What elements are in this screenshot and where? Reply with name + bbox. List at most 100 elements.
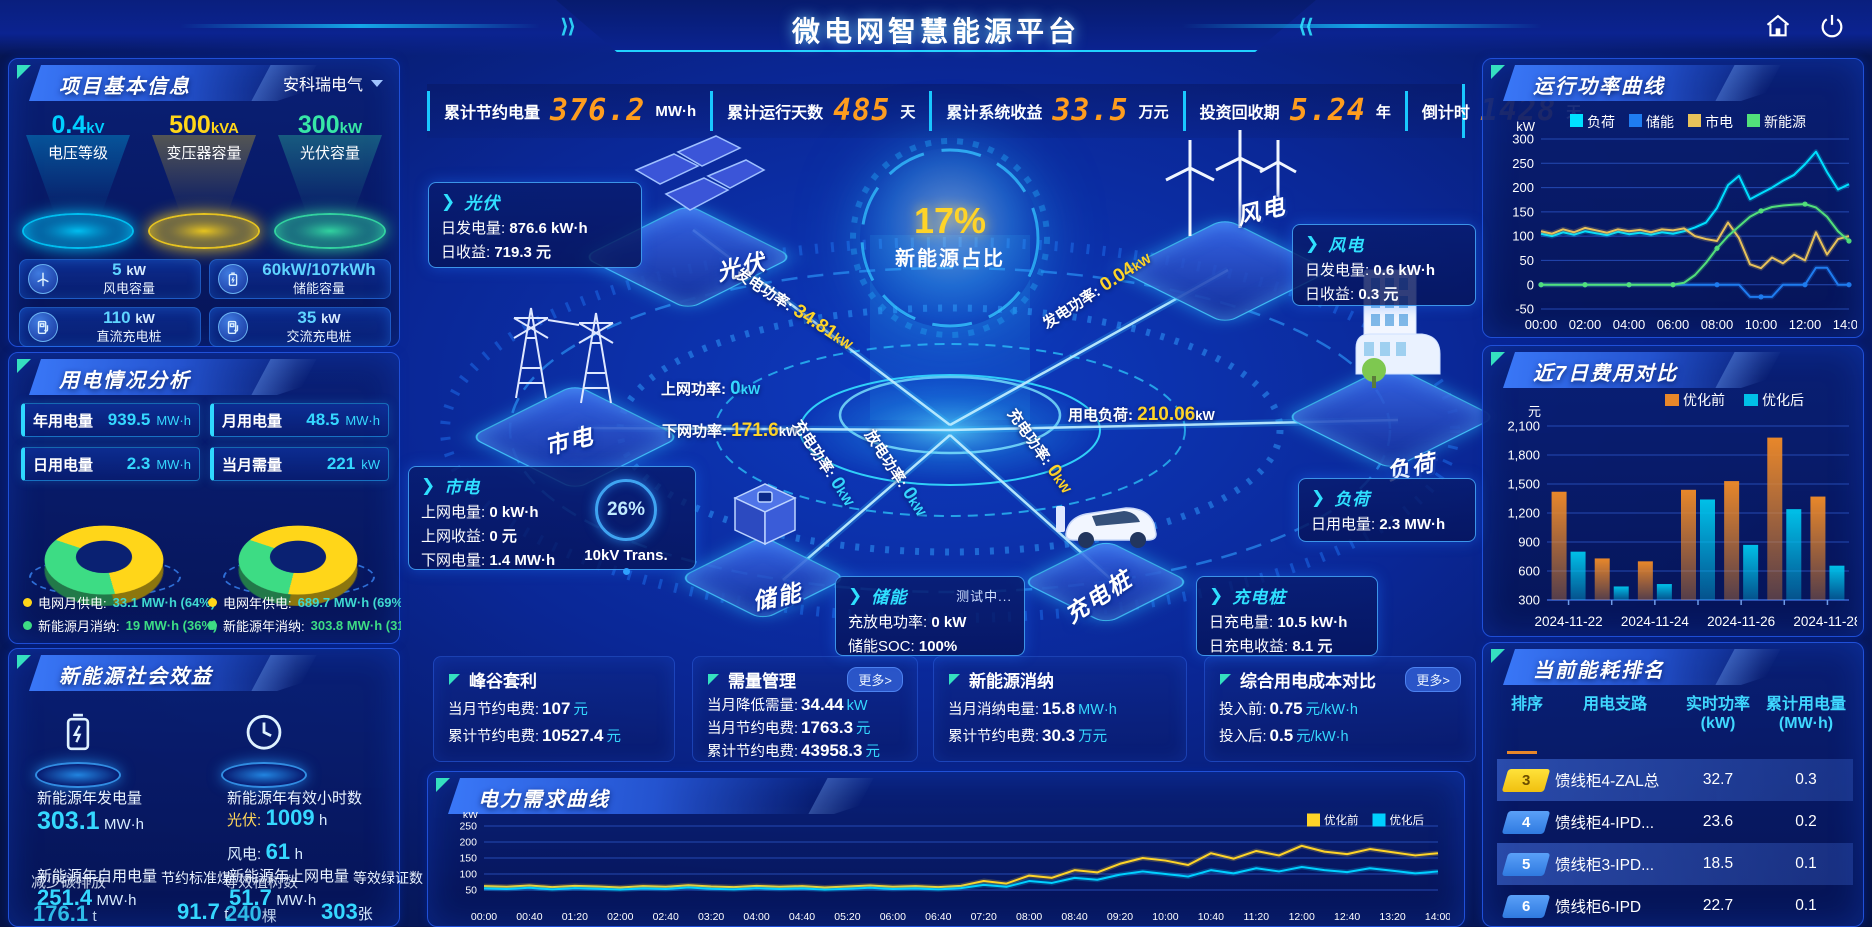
svg-text:50: 50 — [1520, 253, 1534, 268]
svg-text:10:00: 10:00 — [1152, 911, 1178, 923]
rank-badge: 6 — [1501, 894, 1551, 918]
svg-text:负荷: 负荷 — [1587, 114, 1615, 130]
chevrons-right-icon: ⟨⟨ — [1297, 16, 1314, 38]
svg-text:07:20: 07:20 — [971, 911, 997, 923]
svg-text:2024-11-28: 2024-11-28 — [1793, 614, 1857, 629]
more-button[interactable]: 更多> — [1405, 667, 1461, 692]
scroll-indicator — [1507, 751, 1537, 754]
panel-corner-icon — [17, 655, 31, 669]
clock-icon — [246, 714, 282, 750]
svg-text:06:00: 06:00 — [880, 911, 906, 923]
legend-item: 电网月供电: 33.1 MW·h (64%) — [23, 593, 215, 612]
svg-text:1,500: 1,500 — [1507, 477, 1540, 492]
self-use-label: 新能源年自用电量 — [37, 868, 158, 885]
svg-text:100: 100 — [1512, 229, 1534, 244]
renewable-share-label: 新能源占比 — [895, 248, 1005, 270]
stat-month-demand: 当月需量 221 kW — [210, 447, 389, 481]
card-icon — [1220, 674, 1231, 685]
svg-text:新能源: 新能源 — [1764, 114, 1806, 130]
panel-header: 运行功率曲线 — [1503, 65, 1851, 101]
storage-info-box: ❯ 储能 测试中... 充放电功率: 0 kW 储能SOC: 100% — [835, 576, 1025, 656]
svg-text:150: 150 — [1512, 204, 1534, 219]
solar-panels-icon — [634, 135, 766, 211]
arrow-icon: ❯ — [1209, 585, 1225, 605]
table-row[interactable]: 3 馈线柜4-ZAL总 32.7 0.3 — [1497, 759, 1853, 801]
panel-header: 当前能耗排名 — [1503, 649, 1851, 685]
power-icon[interactable] — [1818, 12, 1846, 40]
transformer-load-gauge: 26% 10kV Trans. — [573, 479, 679, 575]
svg-text:06:40: 06:40 — [925, 911, 951, 923]
more-button[interactable]: 更多> — [847, 667, 903, 692]
svg-text:04:40: 04:40 — [789, 911, 815, 923]
svg-text:08:00: 08:00 — [1701, 317, 1734, 332]
table-row[interactable]: 6 馈线柜6-IPD 22.7 0.1 — [1497, 885, 1853, 927]
svg-text:250: 250 — [1512, 156, 1534, 171]
svg-text:06:00: 06:00 — [1657, 317, 1690, 332]
svg-text:05:20: 05:20 — [834, 911, 860, 923]
svg-text:04:00: 04:00 — [743, 911, 769, 923]
svg-text:00:40: 00:40 — [516, 911, 542, 923]
svg-text:600: 600 — [1518, 564, 1540, 579]
demand-curve-panel: 电力需求曲线 250 200 150 100 50 kW 00:00 00:40 01:20 02… — [427, 771, 1465, 927]
svg-text:优化前: 优化前 — [1683, 392, 1725, 408]
spotlight-transformer: 500kVA 变压器容量 — [141, 111, 267, 259]
company-select[interactable]: 安科瑞电气 — [283, 71, 383, 95]
wind-capacity-card: 5 kW 风电容量 — [19, 259, 201, 299]
legend-dot — [208, 621, 217, 630]
grid-info-box: ❯ 市电 上网电量: 0 kW·h 上网收益: 0 元 下网电量: 1.4 MW·… — [408, 466, 696, 575]
svg-text:02:00: 02:00 — [607, 911, 633, 923]
svg-text:900: 900 — [1518, 535, 1540, 550]
peak-valley-card: 峰谷套利 当月节约电费: 107 元 累计节约电费: 10527.4 元 — [433, 656, 675, 762]
battery-storage-icon — [733, 483, 797, 546]
wind-info-box: ❯ 风电 日发电量: 0.6 kW·h 日收益: 0.3 元 — [1292, 224, 1476, 306]
panel-header: 电力需求曲线 — [448, 778, 944, 814]
legend-dot — [208, 598, 217, 607]
panel-title: 项目基本信息 — [59, 76, 191, 98]
svg-text:03:20: 03:20 — [698, 911, 724, 923]
panel-title: 用电情况分析 — [59, 370, 191, 392]
hours-label: 新能源年有效小时数 — [227, 790, 363, 807]
legend-item: 电网年供电: 689.7 MW·h (69%) — [208, 593, 401, 612]
legend-dot — [23, 598, 32, 607]
stat-year-usage: 年用电量 939.5 MW·h — [21, 403, 200, 437]
panel-title: 电力需求曲线 — [478, 789, 610, 811]
load-power-flow: 用电负荷: 210.06kW — [1068, 404, 1215, 425]
ranking-table: 3 馈线柜4-ZAL总 32.7 0.3 4 馈线柜4-IPD... 23.6 0.2 … — [1497, 759, 1853, 927]
to-grid-value: 51.7 MW·h — [229, 885, 317, 910]
pv-info-box: ❯ 光伏 日发电量: 876.6 kW·h 日收益: 719.3 元 — [428, 182, 642, 268]
svg-text:08:00: 08:00 — [1016, 911, 1042, 923]
home-icon[interactable] — [1764, 12, 1792, 40]
cost-compare-panel: 近7日费用对比 2,100 1,800 1,500 1,200 900 600 300 元 20… — [1482, 345, 1864, 637]
glow-base — [22, 213, 134, 249]
svg-text:50: 50 — [465, 885, 477, 897]
svg-text:元: 元 — [1528, 404, 1541, 419]
svg-text:2024-11-26: 2024-11-26 — [1707, 614, 1775, 629]
usage-analysis-panel: 用电情况分析 年用电量 939.5 MW·h 月用电量 48.5 MW·h 日用电量 2.… — [8, 352, 401, 644]
svg-text:11:20: 11:20 — [1244, 911, 1270, 923]
table-row[interactable]: 4 馈线柜4-IPD... 23.6 0.2 — [1497, 801, 1853, 843]
table-row[interactable]: 5 馈线柜3-IPD... 18.5 0.1 — [1497, 843, 1853, 885]
panel-corner-icon — [1491, 352, 1505, 366]
panel-header: 新能源社会效益 — [29, 655, 387, 691]
legend-item: 新能源月消纳: 19 MW·h (36%) — [23, 616, 217, 635]
ac-charger-card: 35 kW 交流充电桩 — [209, 307, 391, 347]
coal-value: 91.7 t — [177, 899, 229, 924]
svg-text:08:40: 08:40 — [1061, 911, 1087, 923]
panel-title: 当前能耗排名 — [1533, 660, 1665, 682]
svg-text:200: 200 — [459, 837, 477, 849]
svg-text:12:00: 12:00 — [1289, 911, 1315, 923]
svg-text:1,800: 1,800 — [1507, 448, 1540, 463]
chevron-down-icon — [371, 79, 383, 87]
month-donut — [23, 479, 193, 606]
svg-text:300: 300 — [1512, 132, 1534, 147]
svg-text:01:20: 01:20 — [562, 911, 588, 923]
panel-corner-icon — [17, 65, 31, 79]
load-info-box: ❯ 负荷 日用电量: 2.3 MW·h — [1298, 478, 1476, 542]
energy-ranking-panel: 当前能耗排名 排序 用电支路 实时功率 (kW) 累计用电量 (MW·h) 3 馈线… — [1482, 642, 1864, 927]
svg-text:02:40: 02:40 — [653, 911, 679, 923]
pv-hours: 光伏: 1009 h — [227, 805, 328, 830]
kpi-run-days: 累计运行天数 485 天 — [710, 91, 929, 131]
card-icon — [949, 674, 960, 685]
svg-text:02:00: 02:00 — [1569, 317, 1602, 332]
